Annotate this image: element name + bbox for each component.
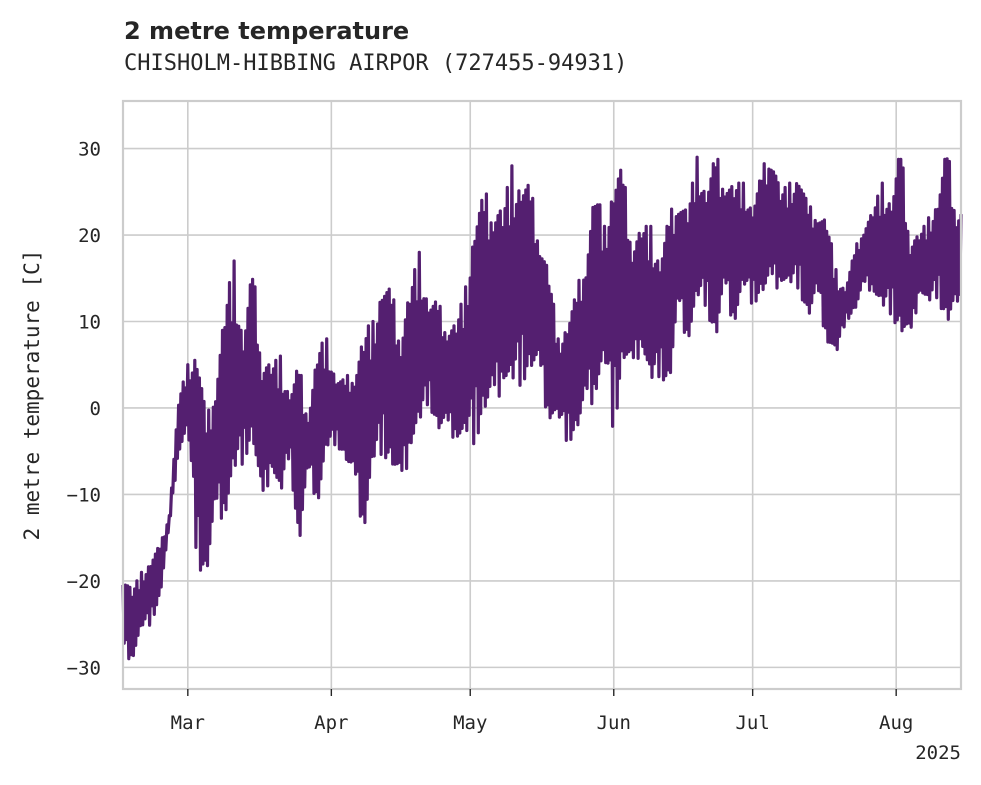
- chart-subtitle: CHISHOLM-HIBBING AIRPOR (727455-94931): [124, 51, 628, 76]
- y-tick-label: −10: [67, 484, 101, 506]
- y-tick-label: 0: [90, 398, 101, 420]
- x-axis-year-label: 2025: [915, 742, 961, 764]
- temperature-series-line: [121, 155, 963, 661]
- tick-layer: −30 −20 −10 0 10 20 30 Mar Apr May Jun Jul Aug: [67, 139, 914, 734]
- x-tick-label: Apr: [314, 712, 348, 734]
- chart-title: 2 metre temperature: [124, 17, 410, 45]
- plot-frame: [121, 99, 963, 691]
- y-tick-label: 10: [78, 312, 101, 334]
- y-tick-label: −20: [67, 571, 101, 593]
- x-tick-label: Aug: [879, 712, 913, 734]
- x-tick-label: Jun: [597, 712, 631, 734]
- y-tick-label: 20: [78, 225, 101, 247]
- y-tick-label: −30: [67, 657, 101, 679]
- x-tick-label: Mar: [171, 712, 205, 734]
- y-tick-label: 30: [78, 139, 101, 161]
- x-tick-label: May: [453, 712, 487, 734]
- y-axis-label: 2 metre temperature [C]: [20, 250, 44, 541]
- series-layer: [121, 155, 963, 661]
- x-tick-label: Jul: [735, 712, 769, 734]
